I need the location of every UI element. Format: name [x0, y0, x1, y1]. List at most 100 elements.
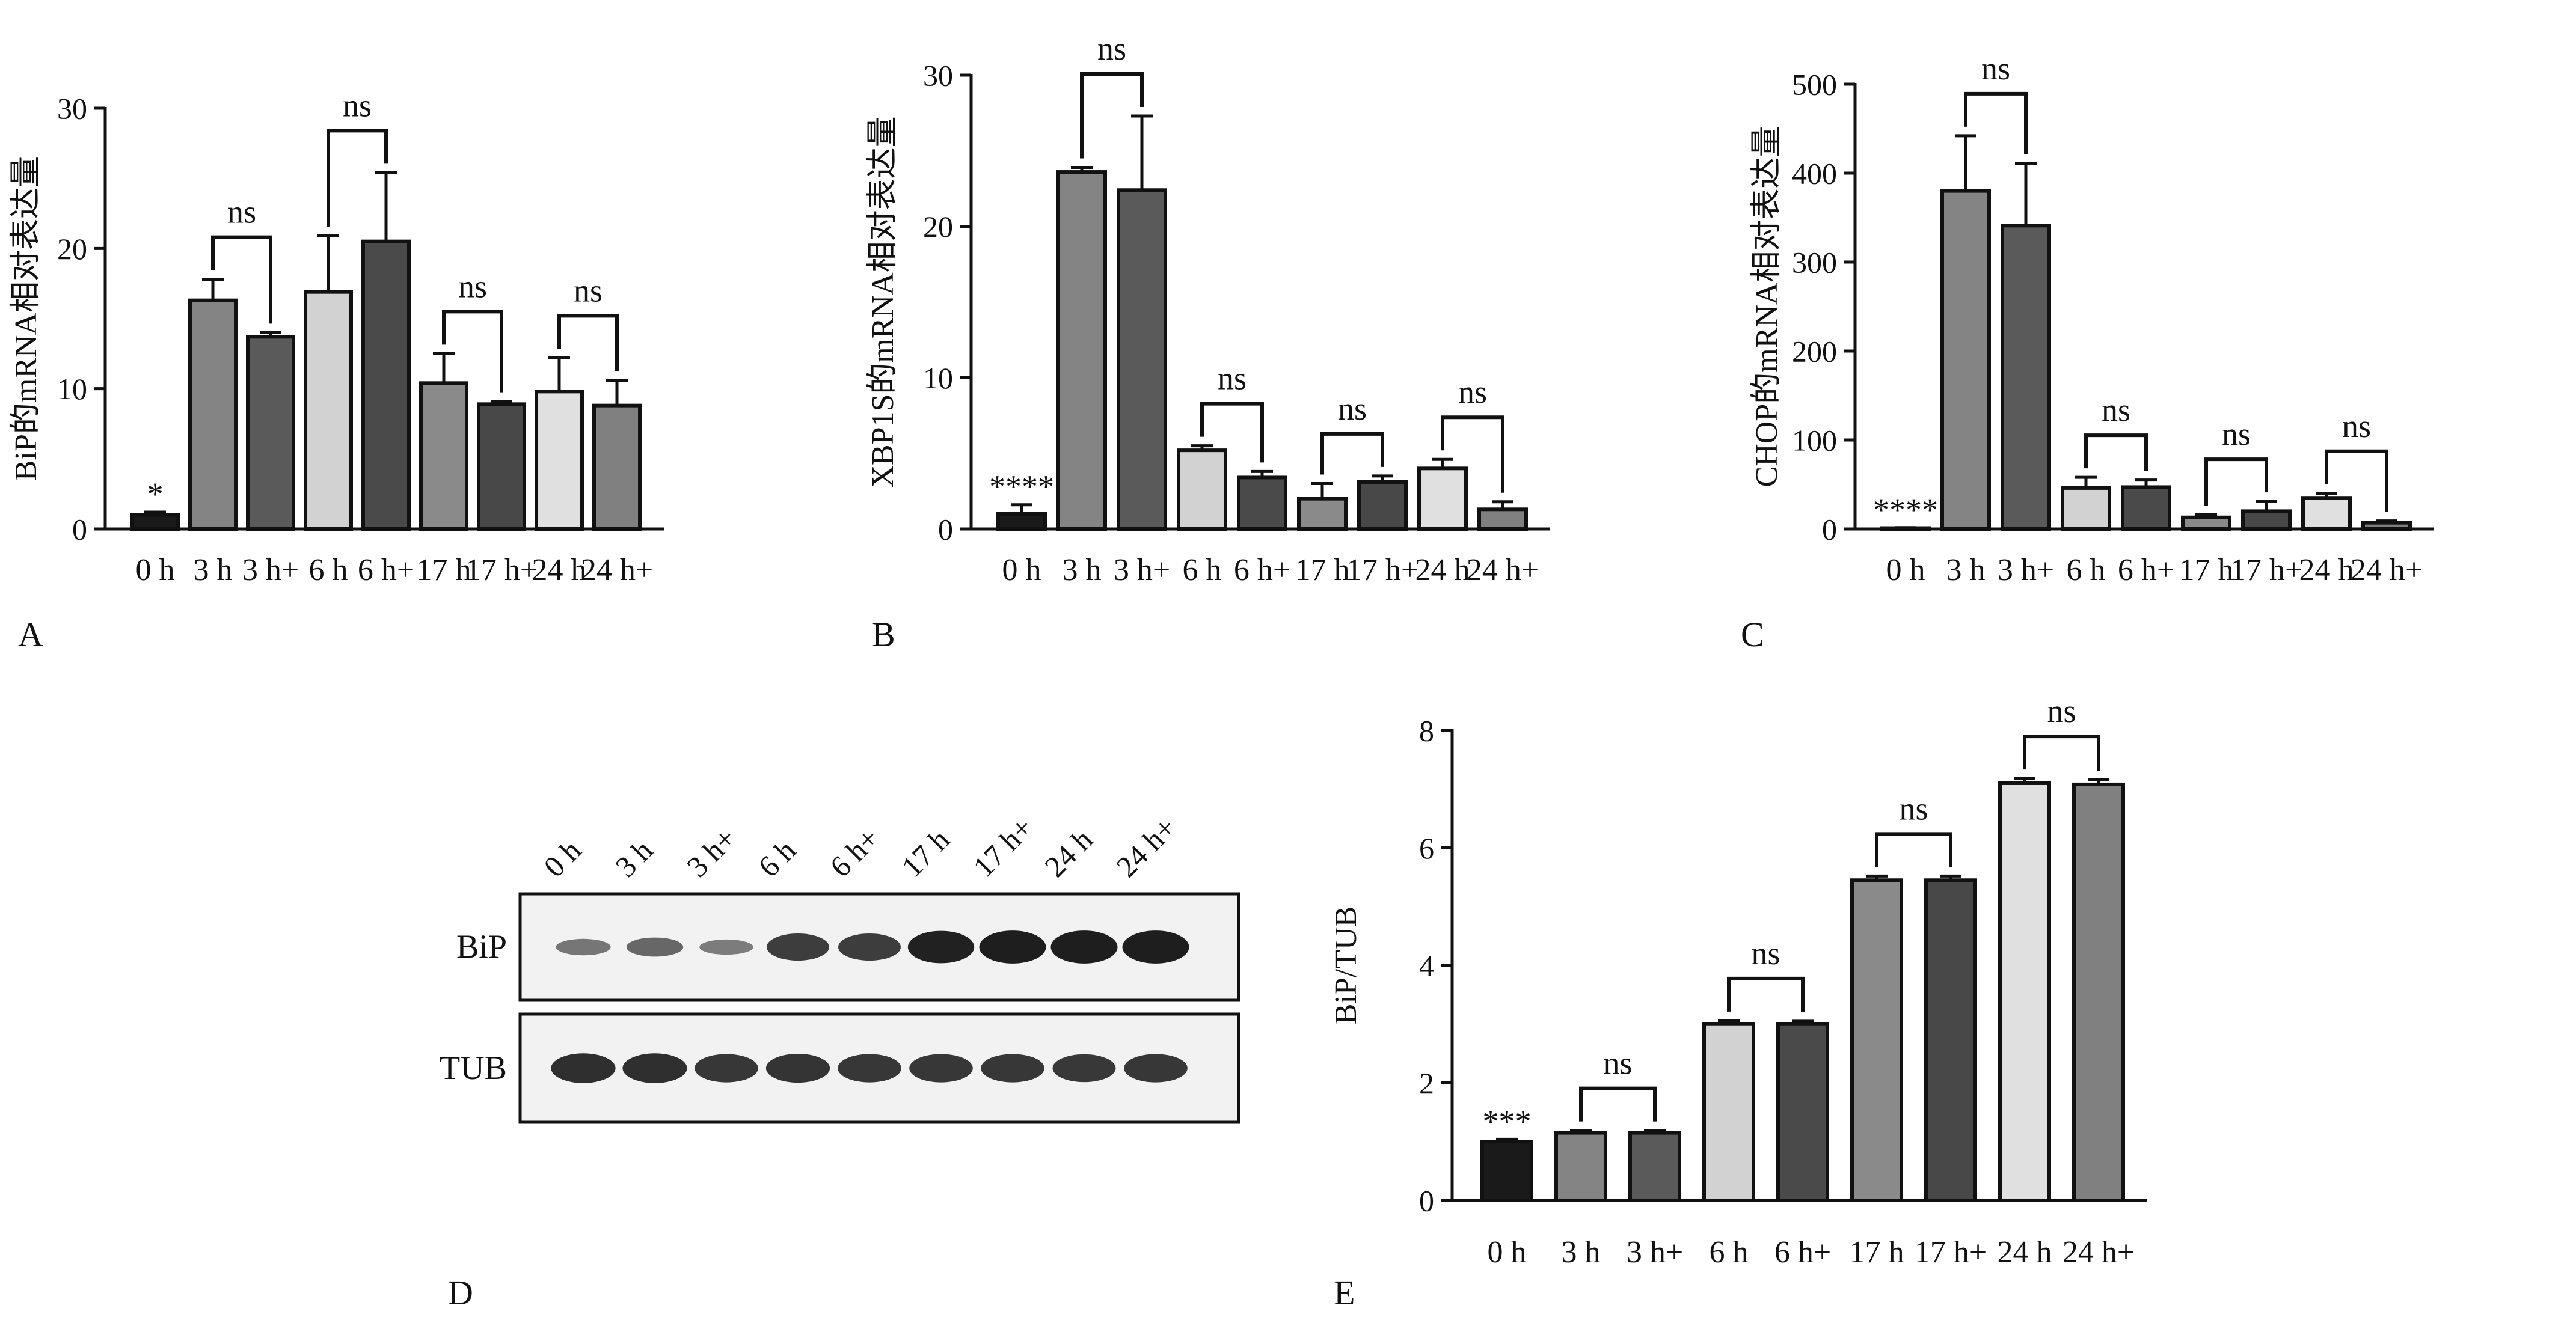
x-tick-label: 3 h: [1063, 553, 1102, 587]
comparison-bracket: [2325, 449, 2388, 512]
blot-band: [981, 1054, 1044, 1083]
y-axis-label: BiP的mRNA相对表达量: [9, 156, 43, 481]
significance-stars: ****: [1873, 492, 1938, 528]
y-tick-label: 30: [57, 92, 87, 126]
x-tick-label: 0 h: [136, 553, 175, 587]
y-tick-label: 0: [938, 513, 953, 546]
y-tick-label: 6: [1419, 831, 1434, 865]
comparison-bracket: [1080, 72, 1144, 159]
blot-band: [979, 930, 1046, 964]
comparison-bracket: [2023, 735, 2100, 771]
comparison-label: ns: [1899, 790, 1928, 827]
comparison-bracket: [1200, 402, 1264, 463]
comparison-bracket: [1441, 415, 1504, 493]
bar: [246, 335, 295, 531]
blot-lane-label: 3 h: [609, 833, 659, 884]
x-tick-label: 17 h: [417, 553, 471, 587]
bar: [1117, 188, 1167, 531]
comparison-bracket: [1964, 91, 2028, 154]
x-tick-label: 0 h: [1488, 1235, 1527, 1270]
blot-lane-label: 0 h: [537, 833, 587, 884]
y-tick-label: 0: [1822, 513, 1837, 546]
x-tick-label: 6 h: [1183, 553, 1222, 587]
bar: [2001, 224, 2051, 531]
bar: [1056, 170, 1107, 531]
x-tick-label: 6 h+: [358, 553, 414, 587]
blot-band: [765, 1053, 830, 1083]
comparison-label: ns: [2342, 408, 2371, 444]
blot-lane-label: 6 h+: [823, 821, 886, 884]
y-tick-label: 10: [923, 361, 953, 395]
panel-letter-a: A: [18, 615, 43, 654]
x-tick-label: 3 h+: [1998, 553, 2054, 587]
blot-band: [699, 939, 753, 955]
bar: [1477, 507, 1528, 531]
bar: [1940, 189, 1991, 531]
y-tick-label: 2: [1419, 1066, 1434, 1100]
blot-band: [767, 933, 829, 961]
blot-band: [551, 1053, 616, 1083]
x-tick-label: 6 h: [1710, 1235, 1749, 1270]
x-tick-label: 3 h: [194, 553, 233, 587]
comparison-label: ns: [2047, 693, 2076, 729]
blot-band: [838, 933, 901, 961]
blot-band: [1052, 1054, 1116, 1083]
bar: [2061, 486, 2111, 531]
x-tick-label: 6 h+: [1774, 1235, 1831, 1270]
bar: [304, 290, 353, 531]
x-tick-label: 17 h: [2179, 553, 2234, 587]
blot-lane-label: 24 h: [1038, 822, 1099, 883]
y-axis-label: CHOP的mRNA相对表达量: [1750, 126, 1784, 487]
blot-band: [695, 1054, 758, 1083]
comparison-bracket: [211, 235, 272, 324]
significance-stars: ****: [989, 469, 1054, 505]
y-axis-label: BiP/TUB: [1329, 906, 1363, 1025]
x-tick-label: 24 h: [2299, 553, 2354, 587]
bar: [361, 239, 411, 531]
blot-band: [626, 937, 684, 957]
significance-stars: *: [147, 476, 164, 512]
comparison-label: ns: [1603, 1045, 1632, 1081]
comparison-bracket: [1579, 1086, 1657, 1122]
x-tick-label: 17 h+: [465, 553, 538, 587]
x-tick-label: 6 h: [309, 553, 348, 587]
comparison-bracket: [2204, 457, 2268, 506]
y-tick-label: 10: [57, 372, 87, 406]
x-tick-label: 24 h: [1415, 553, 1470, 587]
blot-band: [907, 930, 975, 964]
bar: [477, 402, 526, 531]
comparison-label: ns: [1338, 391, 1367, 427]
comparison-bracket: [1320, 432, 1384, 475]
bar: [2181, 515, 2231, 531]
blot-lane-label: 17 h: [895, 822, 955, 883]
x-tick-label: 17 h: [1295, 553, 1350, 587]
blot-band: [1124, 1054, 1188, 1083]
bar: [1480, 1140, 1533, 1202]
bar: [996, 512, 1047, 531]
comparison-bracket: [2084, 433, 2148, 471]
comparison-label: ns: [343, 87, 372, 123]
comparison-label: ns: [1981, 50, 2010, 87]
bar: [535, 390, 584, 531]
bar: [1554, 1131, 1607, 1203]
bar: [1776, 1022, 1829, 1202]
bar: [2301, 496, 2352, 531]
x-tick-label: 17 h: [1850, 1235, 1904, 1270]
blot-band: [838, 1054, 901, 1083]
y-tick-label: 8: [1419, 714, 1434, 748]
bar: [1417, 466, 1468, 531]
blot-row-label: TUB: [440, 1050, 507, 1087]
comparison-bracket: [327, 129, 388, 227]
comparison-bracket: [557, 314, 619, 371]
x-tick-label: 24 h: [532, 553, 587, 587]
blot-lane-label: 6 h: [752, 833, 802, 884]
x-tick-label: 0 h: [1886, 553, 1925, 587]
bar: [1297, 497, 1348, 531]
bar: [2361, 521, 2412, 531]
x-tick-label: 6 h: [2067, 553, 2106, 587]
x-tick-label: 24 h+: [2062, 1235, 2135, 1270]
x-tick-label: 24 h+: [581, 553, 653, 587]
bar: [2241, 509, 2292, 531]
